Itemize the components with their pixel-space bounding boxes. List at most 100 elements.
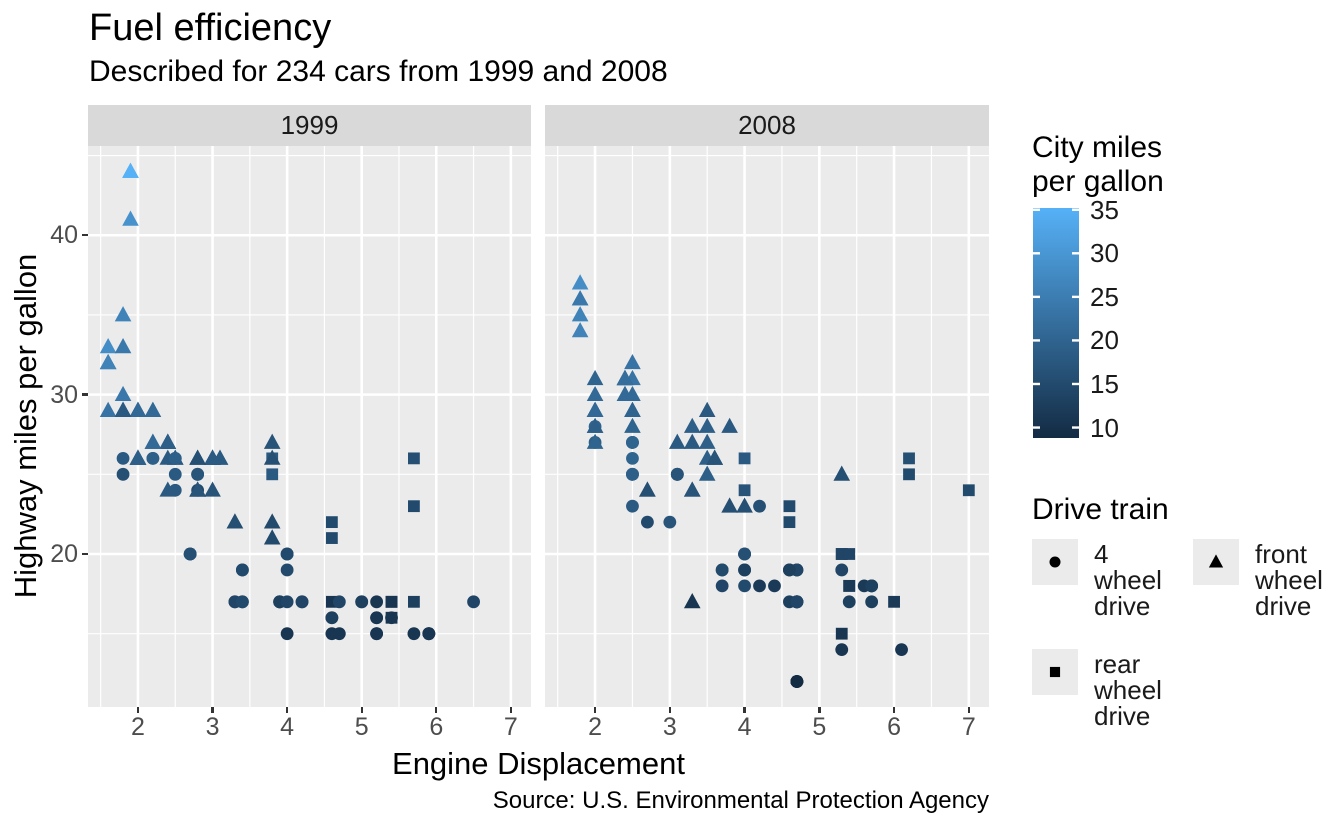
facet-panel-2008 bbox=[545, 146, 989, 707]
colorbar-tick-label: 15 bbox=[1090, 368, 1119, 399]
data-point bbox=[204, 449, 221, 465]
data-point bbox=[226, 513, 244, 529]
legend-key-square-icon bbox=[1032, 649, 1078, 695]
caption: Source: U.S. Environmental Protection Ag… bbox=[492, 787, 989, 814]
legend-entry-label: 4 wheel drive bbox=[1094, 539, 1162, 621]
plot-title: Fuel efficiency bbox=[89, 7, 332, 49]
colorbar-tick-label: 30 bbox=[1090, 238, 1119, 269]
data-point bbox=[280, 595, 294, 609]
data-point bbox=[325, 516, 338, 529]
data-point bbox=[670, 467, 684, 481]
y-tick-mark bbox=[82, 393, 88, 396]
data-point bbox=[263, 513, 281, 529]
data-point bbox=[698, 417, 716, 433]
data-point bbox=[99, 401, 117, 417]
data-point bbox=[586, 385, 604, 402]
data-point bbox=[129, 401, 147, 417]
x-tick-mark bbox=[211, 707, 214, 713]
facet-panel-1999 bbox=[88, 146, 531, 707]
plot-subtitle: Described for 234 cars from 1999 and 200… bbox=[89, 55, 668, 88]
data-point bbox=[571, 322, 589, 338]
data-point bbox=[159, 433, 177, 449]
data-point bbox=[116, 467, 130, 481]
data-point bbox=[721, 417, 738, 433]
data-point bbox=[168, 451, 182, 465]
data-point bbox=[698, 433, 716, 449]
facet-strip-label: 1999 bbox=[280, 110, 339, 140]
data-point bbox=[263, 529, 281, 545]
data-point bbox=[738, 547, 751, 561]
data-point bbox=[721, 497, 738, 513]
data-point bbox=[663, 515, 677, 529]
data-point bbox=[835, 627, 848, 640]
x-tick-label: 7 bbox=[961, 713, 976, 741]
data-point bbox=[641, 515, 654, 529]
data-point bbox=[783, 500, 796, 513]
data-point bbox=[370, 595, 384, 609]
data-point bbox=[586, 433, 604, 449]
data-point bbox=[626, 499, 639, 513]
data-point bbox=[833, 465, 851, 481]
data-point bbox=[586, 401, 604, 417]
data-point bbox=[626, 467, 639, 481]
data-point bbox=[114, 338, 132, 354]
x-tick-mark bbox=[509, 707, 513, 713]
points bbox=[571, 274, 975, 688]
data-point bbox=[263, 433, 281, 449]
data-point bbox=[835, 563, 849, 577]
data-point bbox=[183, 547, 197, 561]
data-point bbox=[624, 401, 641, 417]
x-tick-label: 6 bbox=[429, 713, 444, 741]
x-tick-label: 7 bbox=[503, 713, 518, 741]
data-point bbox=[753, 499, 766, 513]
data-point bbox=[706, 449, 723, 465]
legend-entry-label: front wheel drive bbox=[1255, 539, 1323, 621]
data-point bbox=[114, 385, 132, 402]
x-tick-mark bbox=[435, 707, 438, 713]
data-point bbox=[189, 449, 206, 465]
data-point bbox=[408, 595, 420, 608]
x-tick-mark bbox=[668, 707, 672, 713]
legend-key-circle-icon bbox=[1032, 539, 1078, 585]
data-point bbox=[616, 369, 634, 386]
y-tick-mark bbox=[82, 234, 88, 237]
x-tick-mark bbox=[285, 707, 289, 713]
x-tick-mark bbox=[136, 707, 140, 713]
data-point bbox=[738, 484, 751, 497]
x-tick-label: 5 bbox=[812, 713, 827, 741]
data-point bbox=[116, 451, 130, 465]
data-point bbox=[325, 611, 339, 625]
x-tick-label: 6 bbox=[887, 713, 902, 741]
colorbar-tick-label: 20 bbox=[1090, 325, 1119, 356]
data-point bbox=[168, 467, 182, 481]
data-point bbox=[903, 468, 915, 481]
data-point bbox=[370, 611, 384, 625]
x-tick-mark bbox=[892, 707, 896, 713]
facet-strip-2008: 2008 bbox=[545, 105, 989, 146]
data-point bbox=[895, 643, 908, 657]
data-point bbox=[122, 210, 139, 226]
y-tick-label: 40 bbox=[50, 221, 78, 250]
x-tick-mark bbox=[360, 707, 363, 713]
data-point bbox=[266, 468, 279, 481]
data-point bbox=[842, 595, 856, 609]
data-point bbox=[790, 595, 804, 609]
x-tick-label: 4 bbox=[280, 713, 295, 741]
data-point bbox=[122, 162, 139, 178]
facet-strip-1999: 1999 bbox=[88, 105, 531, 146]
data-point bbox=[571, 274, 589, 290]
data-point bbox=[888, 595, 900, 608]
data-point bbox=[683, 433, 701, 449]
data-point bbox=[669, 433, 686, 449]
data-point bbox=[753, 579, 766, 593]
x-tick-mark bbox=[743, 707, 746, 713]
data-point bbox=[698, 465, 716, 481]
colorbar-tick-label: 10 bbox=[1090, 412, 1119, 443]
data-point bbox=[204, 481, 221, 497]
data-point bbox=[586, 417, 604, 433]
data-point bbox=[586, 369, 604, 386]
y-tick-label: 30 bbox=[50, 380, 78, 409]
colorbar-legend-title: City miles per gallon bbox=[1032, 131, 1164, 198]
data-point bbox=[738, 452, 751, 465]
